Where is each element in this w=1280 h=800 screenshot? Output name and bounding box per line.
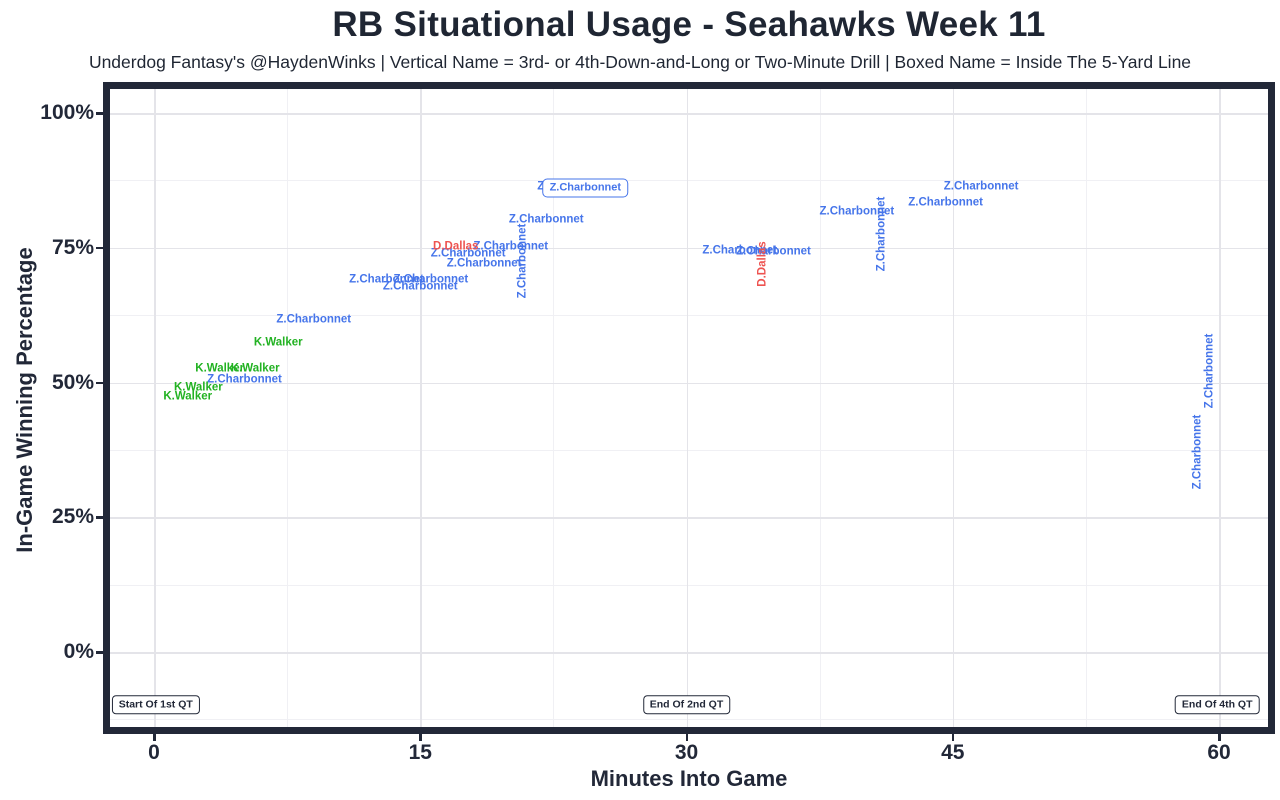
x-tick-label: 45: [941, 741, 965, 764]
point-label: D.Dallas: [433, 240, 479, 253]
point-label: Z.Charbonnet: [819, 205, 895, 218]
y-minor-gridline: [110, 449, 1268, 451]
x-tick-label: 30: [674, 741, 699, 764]
point-label: Z.Charbonnet: [516, 223, 529, 299]
x-tick-mark: [951, 734, 955, 741]
y-minor-gridline: [110, 315, 1268, 317]
y-major-gridline: [110, 517, 1268, 519]
point-label: K.Walker: [253, 336, 303, 349]
x-minor-gridline: [287, 89, 289, 727]
x-tick-label: 0: [148, 741, 160, 764]
point-label: Z.Charbonnet: [875, 196, 887, 272]
point-label: Z.Charbonnet: [943, 180, 1019, 193]
y-major-gridline: [110, 382, 1268, 384]
y-major-gridline: [110, 652, 1268, 654]
x-tick-label: 15: [408, 741, 432, 764]
y-major-gridline: [110, 247, 1268, 250]
point-label: Z.Charbonnet: [207, 373, 282, 386]
x-tick-label: 60: [1207, 741, 1231, 764]
point-label: Z.Charbonnet: [542, 178, 629, 198]
point-label: Z.Charbonnet: [736, 245, 811, 258]
point-label: Z.Charbonnet: [473, 240, 549, 253]
x-major-gridline: [154, 89, 156, 727]
chart-subtitle: Underdog Fantasy's @HaydenWinks | Vertic…: [88, 52, 1192, 72]
y-tick-mark: [96, 381, 103, 384]
point-label: Z.Charbonnet: [1190, 414, 1203, 490]
y-tick-label: 0%: [63, 640, 94, 663]
point-label: Z.Charbonnet: [908, 196, 984, 209]
point-label: K.Walker: [195, 362, 245, 375]
x-major-gridline: [1219, 89, 1221, 727]
point-label: Z.Charbonnet: [1203, 333, 1216, 409]
y-tick-label: 25%: [51, 505, 94, 529]
point-label: Z.Charbonnet: [382, 280, 458, 293]
y-tick-mark: [96, 112, 103, 115]
quarter-annotation: End Of 4th QT: [1174, 695, 1260, 715]
x-tick-mark: [419, 734, 422, 741]
y-minor-gridline: [110, 584, 1268, 586]
point-label: Z.Charbonnet: [702, 244, 778, 257]
chart-title: RB Situational Usage - Seahawks Week 11: [332, 5, 1046, 44]
y-axis-title: In-Game Winning Percentage: [12, 247, 37, 553]
x-minor-gridline: [819, 89, 821, 727]
point-label: K.Walker: [230, 362, 280, 375]
y-tick-label: 100%: [40, 101, 94, 124]
x-tick-mark: [685, 734, 688, 741]
x-tick-mark: [1218, 734, 1221, 741]
x-axis-title: Minutes Into Game: [590, 766, 788, 791]
point-label: Z.Charbonnet: [393, 273, 469, 286]
y-tick-mark: [96, 651, 103, 654]
point-label: K.Walker: [173, 381, 223, 394]
y-minor-gridline: [110, 180, 1268, 182]
y-tick-label: 50%: [51, 370, 94, 394]
point-label: K.Walker: [163, 390, 213, 403]
x-tick-mark: [153, 734, 156, 741]
y-major-gridline: [110, 113, 1268, 115]
quarter-annotation: Start Of 1st QT: [111, 695, 200, 715]
x-minor-gridline: [1085, 89, 1087, 727]
y-tick-label: 75%: [51, 235, 94, 259]
quarter-annotation: End Of 2nd QT: [642, 695, 731, 715]
y-tick-mark: [96, 246, 103, 250]
y-minor-gridline: [110, 719, 1268, 721]
plot-panel: Z.Charbonnet Z.Charbonnet Z.Charbonnet Z.Ch…: [103, 82, 1275, 734]
point-label: Z.Charbonnet: [508, 213, 584, 226]
point-label: Z.Charbonnet: [349, 273, 424, 286]
point-label: Z.Charbonnet: [276, 313, 352, 326]
point-label: Z.Charbonnet: [430, 247, 506, 260]
x-minor-gridline: [553, 89, 555, 727]
point-label: Z.Charbonnet: [446, 257, 522, 270]
x-major-gridline: [686, 89, 688, 727]
point-label: D.Dallas: [756, 241, 769, 287]
y-tick-mark: [96, 516, 103, 519]
x-major-gridline: [952, 89, 955, 727]
x-major-gridline: [420, 89, 422, 727]
